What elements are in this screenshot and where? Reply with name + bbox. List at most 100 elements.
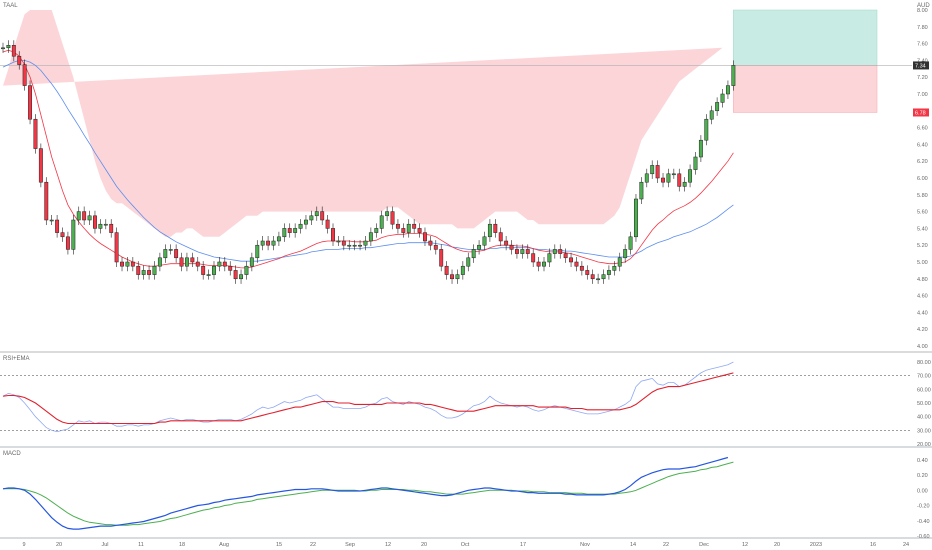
stop-level-label: 6.78 — [915, 110, 926, 116]
candle-up — [466, 257, 471, 267]
price-tick-label: 6.00 — [917, 176, 928, 182]
candle-down — [233, 270, 238, 280]
candle-down — [179, 257, 184, 267]
rsi-tick-label: 50.00 — [917, 401, 931, 407]
candle-up — [693, 156, 698, 170]
candle-up — [639, 181, 644, 200]
candle-up — [606, 270, 611, 275]
candle-down — [130, 261, 135, 267]
time-tick-label: 20 — [421, 542, 427, 548]
candle-down — [17, 55, 22, 65]
candle-down — [55, 219, 60, 233]
candle-up — [666, 173, 671, 183]
candle-up — [276, 236, 281, 242]
candle-down — [222, 261, 227, 267]
candle-up — [152, 265, 157, 275]
time-tick-label: 14 — [630, 542, 636, 548]
rsi-tick-label: 40.00 — [917, 415, 931, 421]
candle-up — [688, 169, 693, 183]
ema-fast-line — [2, 49, 734, 269]
price-tick-label: 5.40 — [917, 226, 928, 232]
price-tick-label: 8.00 — [917, 8, 928, 14]
macd-tick-label: 0.20 — [917, 473, 928, 479]
time-tick-label: 18 — [179, 542, 185, 548]
candle-down — [82, 211, 87, 221]
time-tick-label: 22 — [663, 542, 669, 548]
time-tick-label: 9 — [22, 542, 25, 548]
candle-down — [174, 249, 179, 259]
candle-down — [498, 232, 503, 242]
candle-down — [574, 261, 579, 267]
price-tick-label: 7.20 — [917, 75, 928, 81]
candle-down — [395, 223, 400, 229]
position-zones — [0, 9, 912, 113]
rsi-ema-line — [2, 372, 734, 425]
rsi-panel-label: RSI+EMA — [3, 356, 30, 362]
candle-down — [493, 223, 498, 233]
candle-up — [547, 253, 552, 263]
candle-up — [293, 228, 298, 233]
price-tick-label: 7.00 — [917, 92, 928, 98]
price-tick-label: 5.20 — [917, 243, 928, 249]
price-axis: 8.007.807.607.407.207.006.806.606.406.20… — [913, 8, 929, 350]
candle-up — [184, 257, 189, 267]
candle-up — [71, 219, 76, 250]
band-area — [3, 10, 723, 237]
macd-tick-label: 0.00 — [917, 488, 928, 494]
candle-up — [379, 215, 384, 229]
rsi-tick-label: 60.00 — [917, 387, 931, 393]
candle-up — [125, 261, 130, 267]
candle-up — [314, 211, 319, 217]
candle-down — [325, 219, 330, 229]
time-axis: 9 20 Jul 11 18 Aug 15 22 Sep 12 20 Oct 17 Nov 14 22 Dec 1… — [22, 542, 909, 548]
time-tick-label: Dec — [699, 542, 709, 548]
band-fill — [3, 10, 723, 237]
candle-up — [336, 240, 341, 243]
time-tick-label: 16 — [870, 542, 876, 548]
candle-up — [103, 223, 108, 226]
time-tick-label: 20 — [56, 542, 62, 548]
candle-up — [206, 274, 211, 276]
candle-down — [65, 236, 70, 250]
time-tick-label: 12 — [385, 542, 391, 548]
candle-up — [671, 173, 676, 176]
candle-down — [417, 228, 422, 233]
rsi-tick-label: 30.00 — [917, 428, 931, 434]
candle-down — [287, 228, 292, 233]
candle-up — [217, 261, 222, 267]
macd-signal-line — [3, 461, 734, 526]
last-price-label: 7.34 — [915, 63, 926, 69]
candle-up — [520, 249, 525, 254]
price-tick-label: 7.40 — [917, 58, 928, 64]
candle-up — [260, 240, 265, 246]
candle-down — [44, 181, 49, 221]
candle-up — [731, 65, 736, 86]
candle-up — [249, 257, 254, 267]
candle-down — [390, 211, 395, 225]
macd-tick-label: -0.40 — [917, 519, 930, 525]
price-tick-label: 4.80 — [917, 277, 928, 283]
macd-line — [2, 456, 729, 530]
candle-up — [477, 244, 482, 250]
candle-up — [157, 257, 162, 267]
price-tick-label: 4.00 — [917, 344, 928, 350]
rsi-tick-label: 70.00 — [917, 374, 931, 380]
candle-up — [1, 47, 5, 50]
candle-up — [212, 265, 216, 275]
macd-tick-label: -0.20 — [917, 504, 930, 510]
candle-down — [38, 148, 43, 183]
candle-up — [596, 278, 601, 281]
candle-down — [579, 265, 584, 271]
candle-down — [450, 274, 454, 280]
candle-down — [147, 270, 152, 275]
time-tick-label: 24 — [903, 542, 909, 548]
candle-down — [195, 261, 200, 267]
candle-down — [320, 211, 325, 221]
time-tick-label: 20 — [774, 542, 780, 548]
candle-down — [585, 270, 590, 275]
candle-up — [406, 223, 411, 233]
symbol-label: TAAL — [3, 3, 18, 9]
candle-down — [563, 253, 568, 259]
price-tick-label: 5.80 — [917, 193, 928, 199]
